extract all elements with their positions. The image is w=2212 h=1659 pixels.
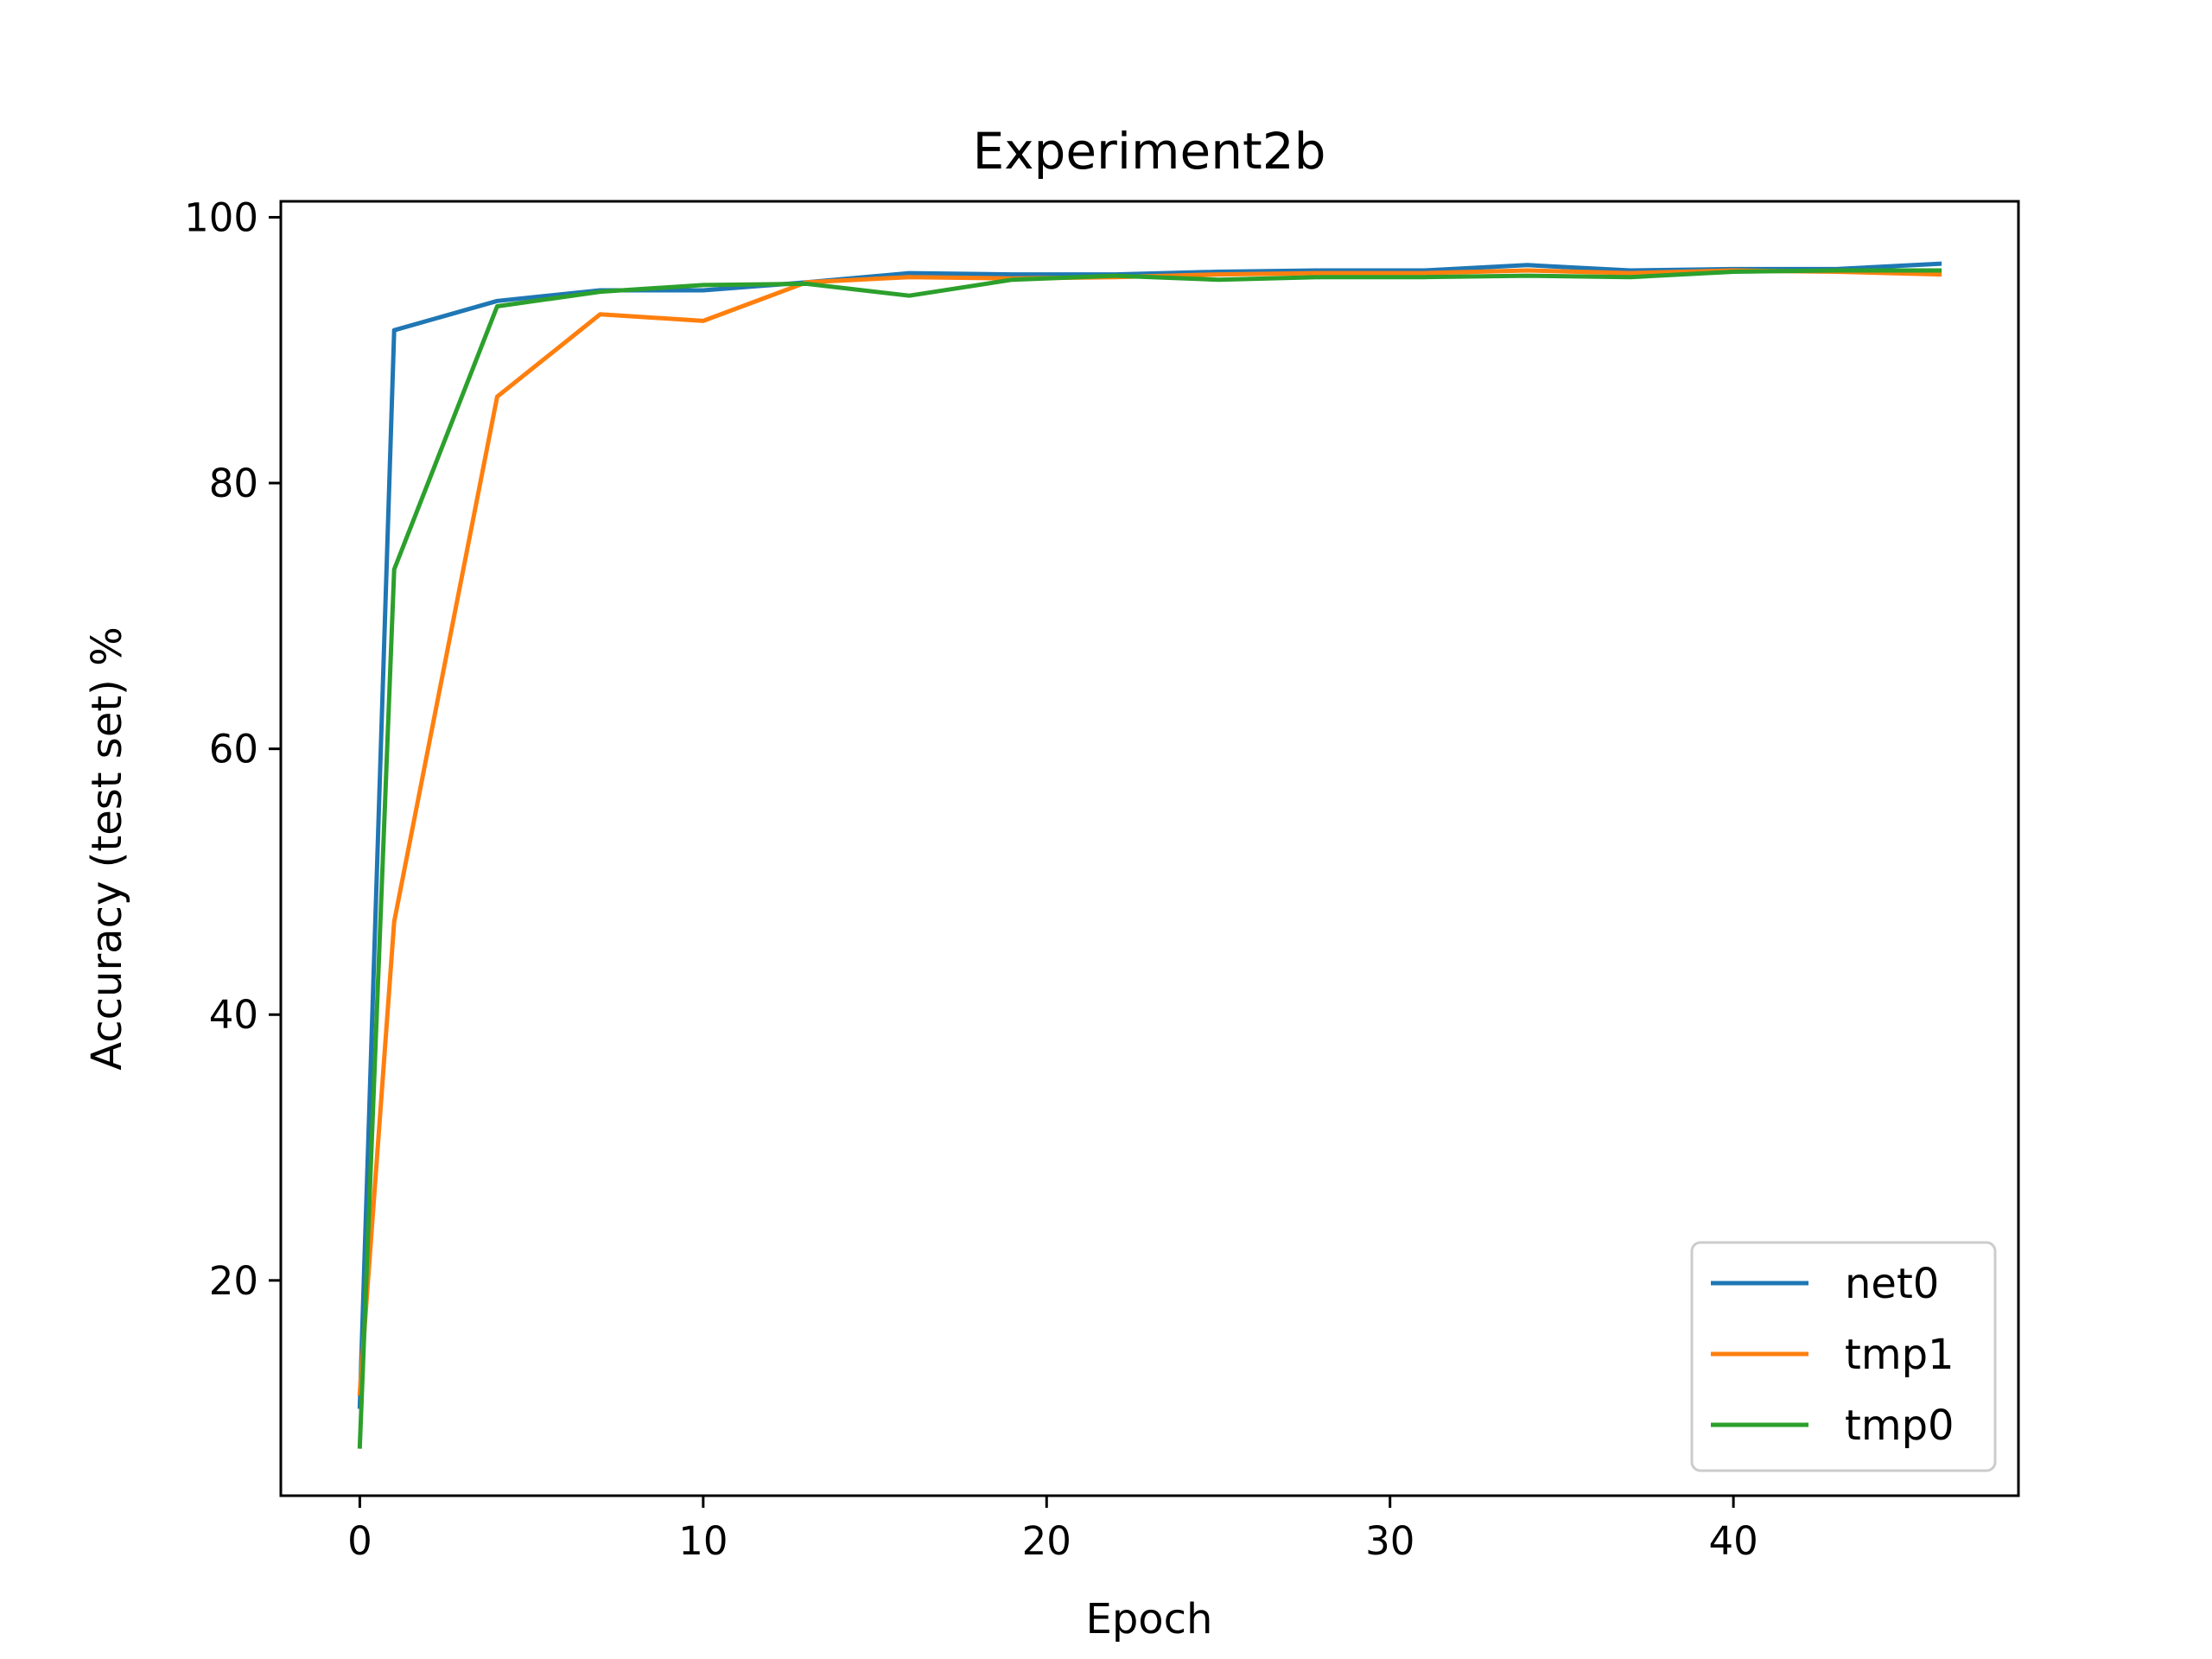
x-tick-label: 40: [1708, 1518, 1758, 1564]
x-tick-label: 30: [1365, 1518, 1414, 1564]
series-layer: [357, 261, 1942, 1449]
x-tick-label: 20: [1022, 1518, 1071, 1564]
y-tick-label: 100: [184, 194, 258, 240]
x-axis: 0 10 20 30 40: [347, 1496, 1758, 1564]
x-tick-label: 10: [678, 1518, 728, 1564]
series-line-tmp0: [357, 268, 1942, 1449]
chart-title: Experiment2b: [973, 122, 1326, 181]
y-axis-title: Accuracy (test set) %: [83, 626, 131, 1071]
y-axis: 20 40 60 80 100: [184, 194, 281, 1304]
y-tick-label: 20: [209, 1258, 258, 1304]
legend-label-tmp0: tmp0: [1845, 1402, 1955, 1450]
legend-frame: [1690, 1241, 1997, 1472]
y-tick-label: 40: [209, 992, 258, 1038]
x-tick-label: 0: [347, 1518, 372, 1564]
legend-label-tmp1: tmp1: [1845, 1331, 1955, 1379]
plot-frame: [279, 200, 2020, 1497]
legend-label-net0: net0: [1845, 1260, 1939, 1308]
legend: net0 tmp1 tmp0: [1690, 1241, 1997, 1472]
y-tick-label: 80: [209, 461, 258, 506]
x-axis-title: Epoch: [1086, 1595, 1213, 1643]
y-tick-label: 60: [209, 727, 258, 772]
